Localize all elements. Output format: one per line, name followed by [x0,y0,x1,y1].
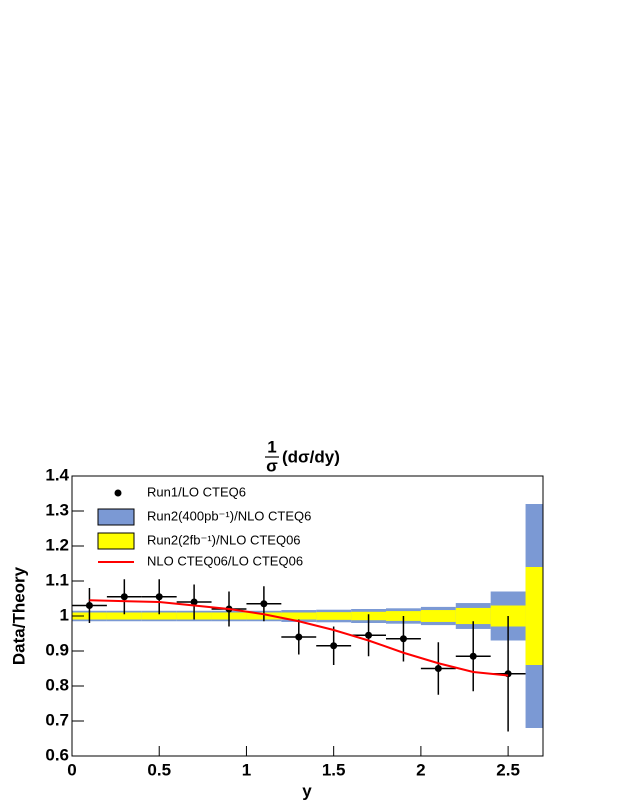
data-point [469,652,477,660]
ratio-line [89,599,509,677]
y-axis-label: Data/Theory [9,566,28,665]
y-tick-label: 0.6 [45,745,69,764]
data-point [434,665,442,672]
legend-swatch [97,508,135,526]
data-point [365,631,373,639]
band-bin [455,607,491,625]
band-bin [420,610,456,622]
y-tick-label: 1 [60,605,69,624]
title-numerator: 1 [267,437,276,456]
band-bin [525,567,543,665]
band-bin [106,612,142,620]
data-point [120,593,128,601]
data-point [260,600,268,608]
legend-swatch [97,532,135,550]
legend-label: Run1/LO CTEQ6 [147,484,246,499]
legend-swatch [114,489,122,497]
band-bin [281,612,317,620]
data-point [330,642,338,650]
y-tick-label: 1.2 [45,535,69,554]
data-point [85,602,93,609]
data-point [155,593,163,601]
legend-label: NLO CTEQ06/LO CTEQ06 [147,553,303,568]
x-tick-label: 2.5 [496,760,520,779]
x-axis-label: y [302,781,312,800]
y-tick-label: 1.1 [45,570,69,589]
x-tick-label: 0 [67,760,76,779]
x-tick-label: 2 [416,760,425,779]
legend-label: Run2(400pb⁻¹)/NLO CTEQ6 [147,508,311,523]
data-point [190,598,198,606]
title-rest: (dσ/dy) [282,447,340,466]
y-tick-label: 0.7 [45,710,69,729]
y-tick-label: 0.8 [45,675,69,694]
data-point [295,633,303,641]
x-tick-label: 1 [242,760,251,779]
title-denominator: σ [266,456,278,475]
legend-label: Run2(2fb⁻¹)/NLO CTEQ06 [147,532,301,547]
x-tick-label: 1.5 [322,760,346,779]
y-tick-label: 1.3 [45,500,69,519]
y-tick-label: 0.9 [45,640,69,659]
y-tick-label: 1.4 [45,465,69,484]
band-bin [316,612,352,620]
x-tick-label: 0.5 [147,760,171,779]
band-bin [141,612,177,620]
data-point [399,635,407,643]
